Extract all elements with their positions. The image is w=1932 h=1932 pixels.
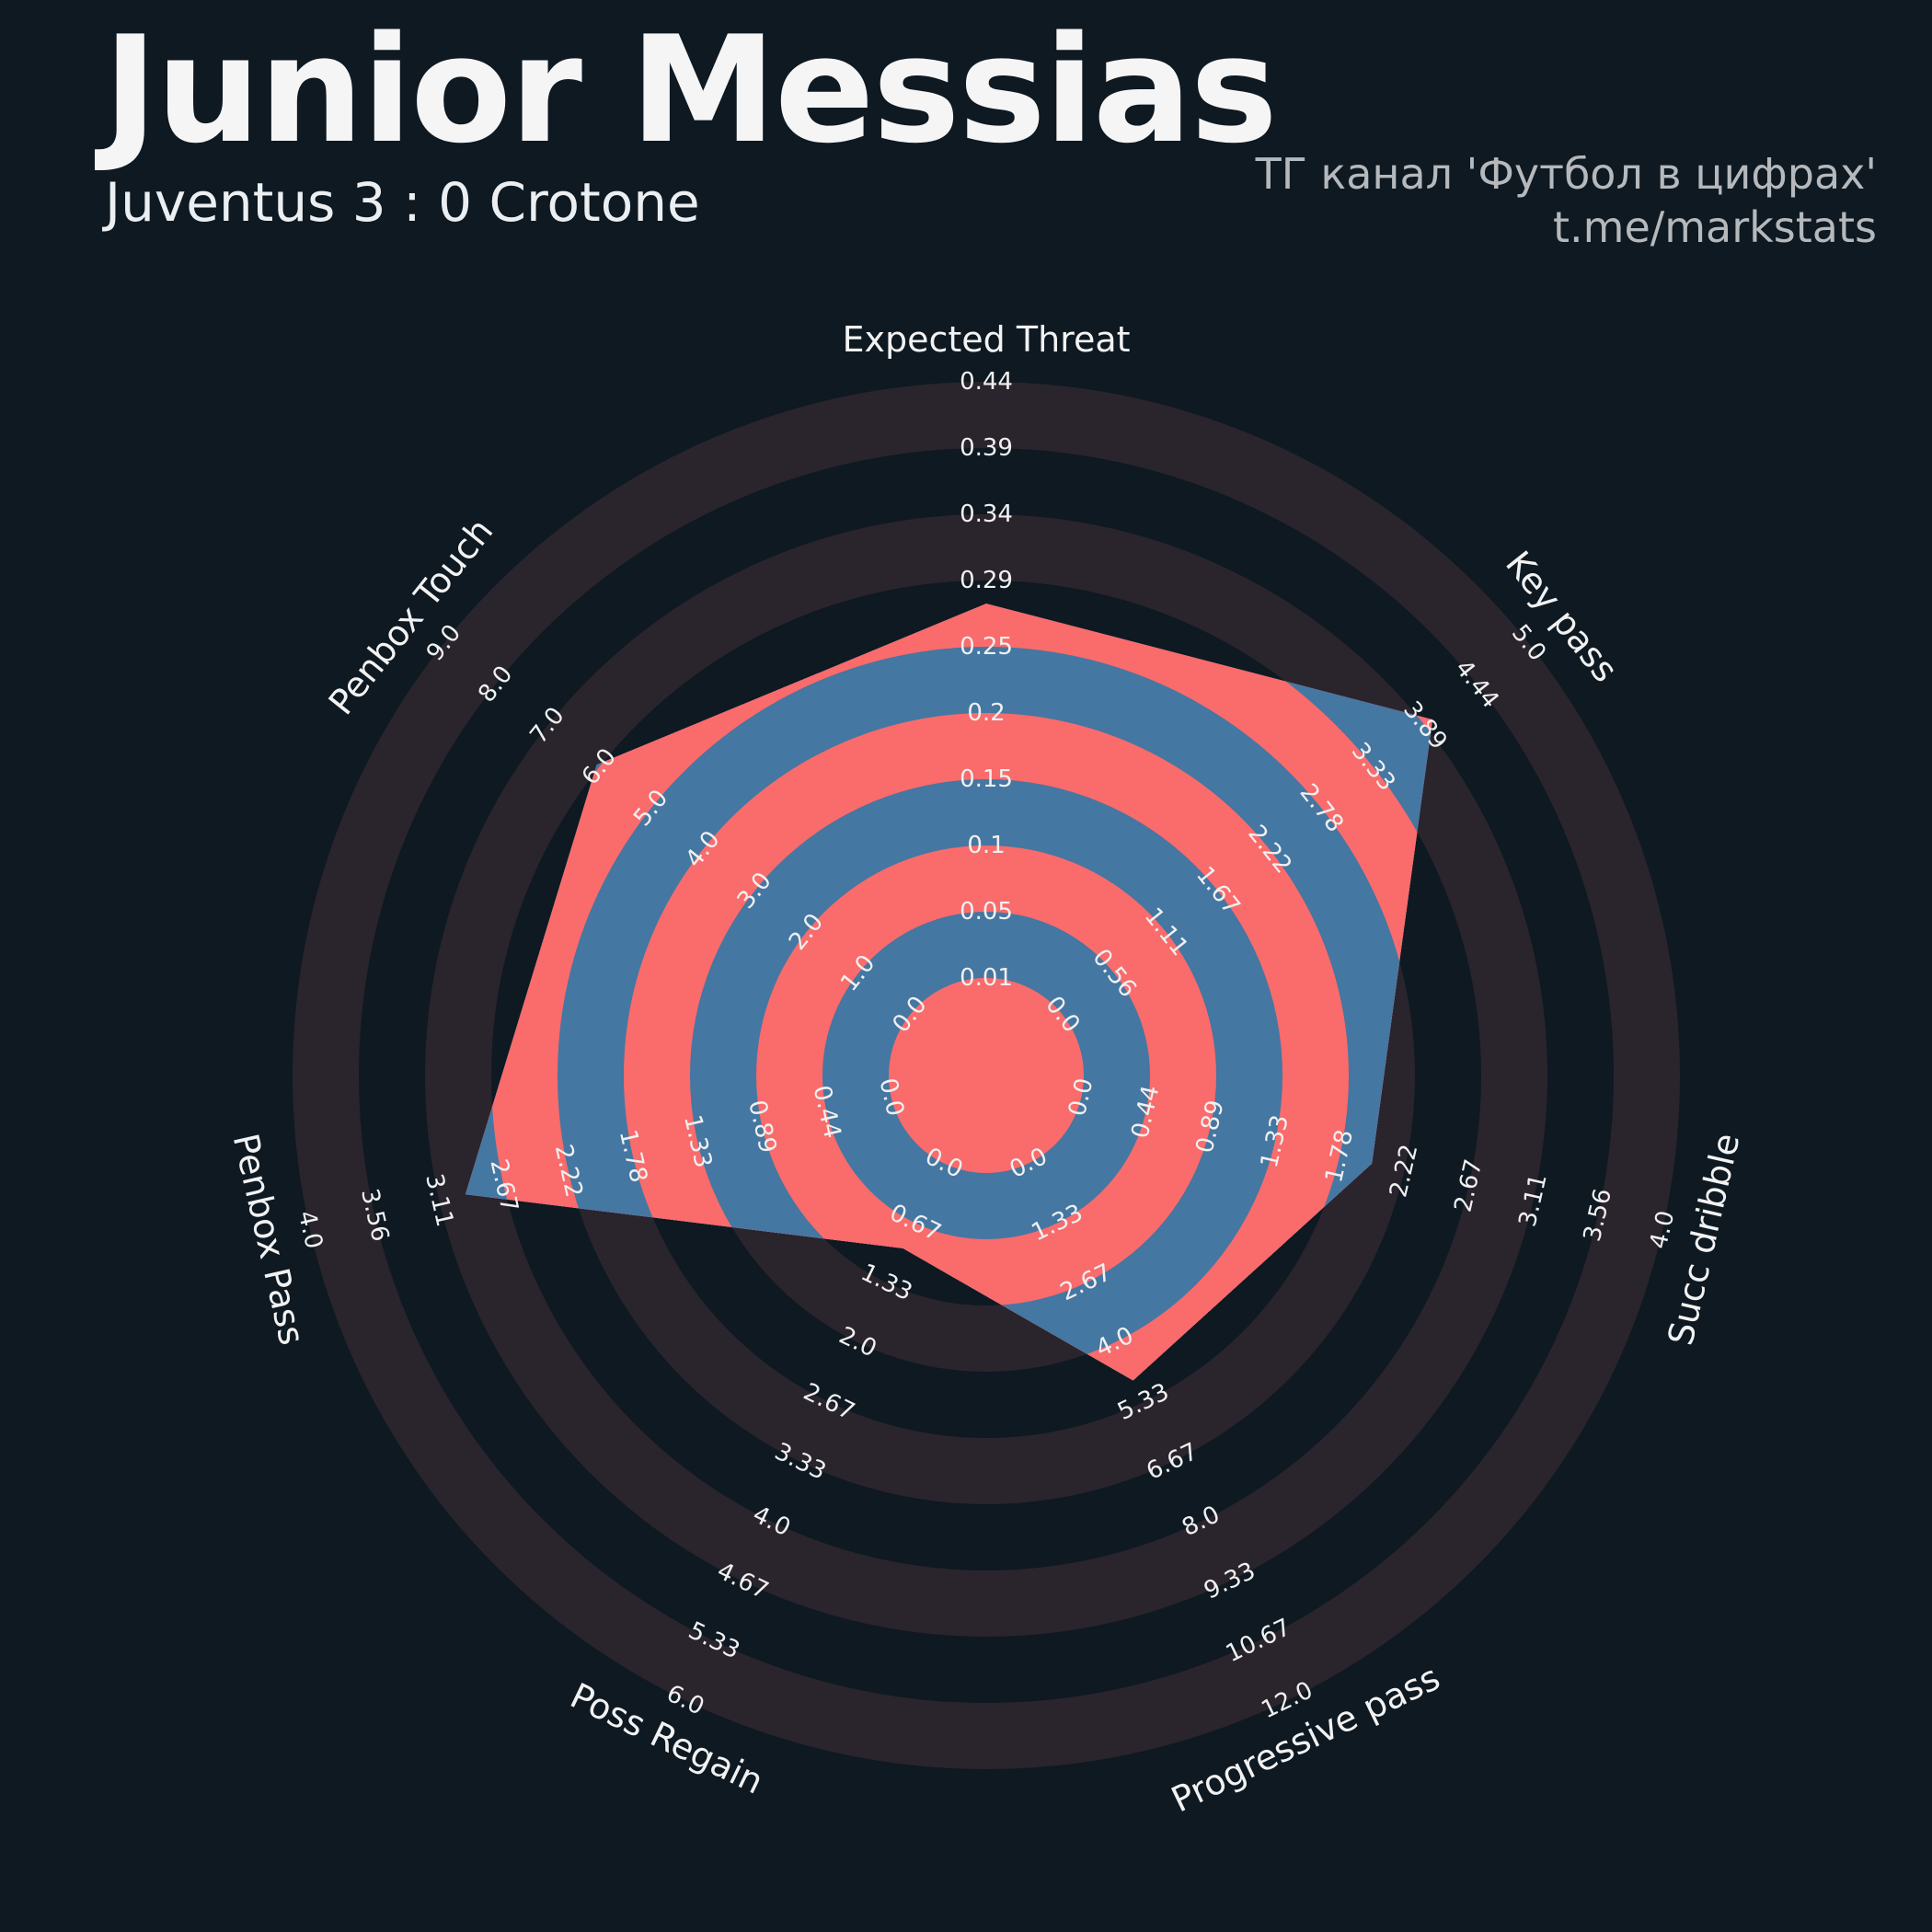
radar-tick-label: 0.2	[967, 699, 1005, 727]
radar-tick-label: 0.01	[960, 964, 1013, 992]
radar-tick-label: 0.44	[960, 368, 1013, 396]
radar-tick-label: 0.34	[960, 500, 1013, 528]
radar-tick-label: 0.15	[960, 765, 1013, 793]
credit-block: ТГ канал 'Футбол в цифрах' t.me/markstat…	[1256, 147, 1877, 255]
radar-tick-label: 0.05	[960, 898, 1013, 926]
radar-tick-label: 0.1	[967, 832, 1005, 859]
radar-tick-label: 0.39	[960, 434, 1013, 462]
player-name: Junior Messias	[103, 4, 1278, 176]
radar-polygon-ring	[889, 978, 1084, 1173]
radar-tick-label: 0.25	[960, 633, 1013, 661]
radar-tick-label: 0.29	[960, 567, 1013, 594]
credit-channel: ТГ канал 'Футбол в цифрах'	[1255, 149, 1877, 199]
radar-param-label: Expected Threat	[842, 319, 1130, 360]
match-score: Juventus 3 : 0 Crotone	[105, 171, 700, 234]
credit-link: t.me/markstats	[1552, 202, 1877, 253]
header: Junior Messias Juventus 3 : 0 Crotone	[103, 4, 1278, 235]
